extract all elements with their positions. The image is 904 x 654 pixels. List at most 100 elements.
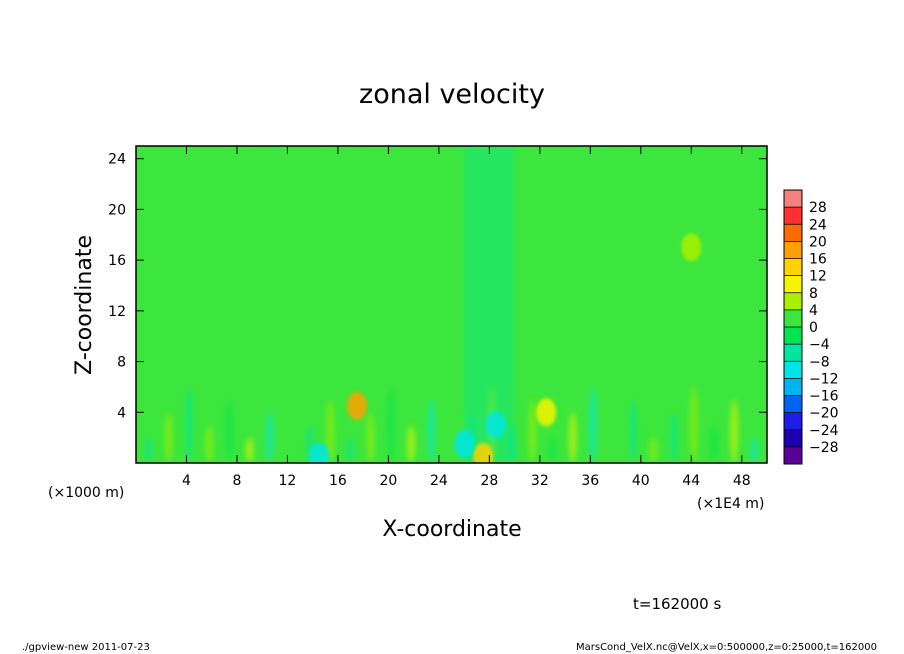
field-feature — [346, 391, 367, 420]
field-feature — [536, 398, 557, 427]
field-background — [136, 146, 767, 463]
field-streak — [689, 387, 698, 463]
colorbar-label: −16 — [809, 389, 839, 405]
field-streak — [588, 387, 597, 463]
footer-left: ./gpview-new 2011-07-23 — [22, 642, 150, 653]
field-streak — [730, 399, 739, 463]
field-streak — [548, 437, 557, 463]
colorbar-swatch — [784, 224, 802, 242]
x-tick-label: 48 — [733, 473, 751, 489]
field-feature — [309, 442, 329, 463]
colorbar-swatch — [784, 412, 802, 431]
chart-title: zonal velocity — [359, 79, 545, 110]
colorbar-swatch — [784, 275, 802, 294]
colorbar-label: 16 — [809, 252, 827, 268]
field-feature — [473, 442, 494, 463]
field-streak — [346, 437, 355, 463]
colorbar-swatch — [784, 378, 802, 397]
x-unit-label: (×1E4 m) — [697, 496, 764, 512]
field-streak — [710, 425, 718, 463]
field-streak — [568, 412, 577, 463]
field-streak — [669, 412, 678, 463]
colorbar-label: −20 — [809, 406, 839, 422]
y-tick-label: 12 — [108, 304, 126, 320]
colorbar-label: 8 — [809, 286, 818, 302]
colorbar-swatch — [784, 241, 802, 260]
colorbar-swatch — [784, 190, 802, 208]
field-streak — [649, 437, 658, 463]
x-tick-label: 8 — [232, 473, 241, 489]
plot-area — [136, 146, 767, 463]
x-tick-label: 12 — [279, 473, 297, 489]
field-streak — [326, 399, 335, 463]
x-tick-label: 32 — [531, 473, 549, 489]
colorbar-label: −28 — [809, 440, 839, 456]
x-tick-label: 36 — [581, 473, 599, 489]
x-tick-label: 4 — [182, 473, 191, 489]
colorbar-swatch — [784, 344, 802, 362]
field-streak — [164, 412, 173, 463]
field-bands — [144, 146, 759, 463]
colorbar-label: 4 — [809, 303, 818, 319]
field-streak — [750, 437, 759, 463]
colorbar-swatch — [784, 207, 802, 225]
field-streak — [245, 437, 254, 463]
colorbar-swatch — [784, 292, 802, 311]
x-tick-label: 40 — [632, 473, 650, 489]
field-feature — [485, 411, 506, 439]
colorbar-label: 28 — [809, 200, 827, 216]
x-tick-label: 20 — [379, 473, 397, 489]
field-streak — [528, 399, 537, 463]
field-streak — [144, 437, 153, 463]
colorbar-label: −4 — [809, 337, 830, 353]
time-label: t=162000 s — [633, 595, 721, 613]
field-streak — [447, 437, 456, 463]
colorbar-label: 0 — [809, 320, 818, 336]
field-streak — [225, 399, 234, 463]
x-tick-label: 16 — [329, 473, 347, 489]
x-tick-label: 24 — [430, 473, 448, 489]
colorbar-label: −12 — [809, 371, 839, 387]
field-streak — [629, 399, 638, 463]
colorbar-label: −8 — [809, 354, 830, 370]
x-tick-label: 28 — [480, 473, 498, 489]
field-streak — [265, 412, 274, 463]
field-streak — [609, 425, 617, 463]
colorbar-swatch — [784, 327, 802, 345]
x-axis-title: X-coordinate — [382, 517, 521, 542]
colorbar-swatch — [784, 258, 802, 277]
y-axis-title: Z-coordinate — [72, 235, 97, 375]
field-feature — [681, 233, 702, 262]
y-tick-label: 24 — [108, 152, 126, 168]
y-tick-label: 4 — [117, 405, 126, 421]
colorbar-label: 24 — [809, 217, 827, 233]
field-streak — [407, 425, 416, 463]
y-tick-label: 16 — [108, 253, 126, 269]
colorbar-swatch — [784, 395, 802, 414]
y-unit-label: (×1000 m) — [48, 485, 124, 501]
field-streak — [205, 425, 214, 463]
y-axis-ticks: 4 8 12 16 20 24 — [108, 152, 767, 421]
colorbar-swatch — [784, 446, 802, 465]
footer-right: MarsCond_VelX.nc@VelX,x=0:500000,z=0:250… — [576, 642, 877, 653]
colorbar-label: 20 — [809, 234, 827, 250]
x-tick-label: 44 — [682, 473, 700, 489]
colorbar-swatch — [784, 309, 802, 328]
field-streak — [185, 387, 193, 463]
x-axis-ticks: 4 8 12 16 20 24 28 32 36 40 44 48 — [182, 146, 751, 489]
field-streak — [366, 412, 375, 463]
plot-frame — [135, 145, 768, 464]
y-tick-label: 20 — [108, 202, 126, 218]
field-feature — [454, 430, 475, 458]
colorbar-label: −24 — [809, 423, 839, 439]
field-features — [309, 233, 702, 463]
field-column — [464, 146, 515, 463]
y-tick-label: 8 — [117, 355, 126, 371]
field-streak — [427, 399, 436, 463]
field-streak — [286, 387, 294, 463]
colorbar-swatch — [784, 361, 802, 379]
colorbar-swatch — [784, 429, 802, 448]
colorbar-label: 12 — [809, 269, 827, 285]
